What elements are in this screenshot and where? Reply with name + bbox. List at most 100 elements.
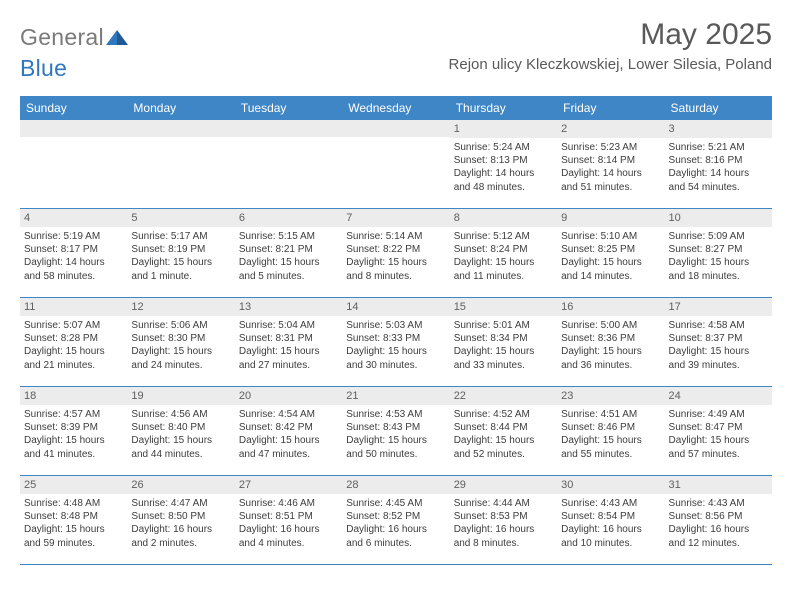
day-line: Sunset: 8:27 PM — [669, 243, 768, 256]
day-line: Daylight: 15 hours and 47 minutes. — [239, 434, 338, 460]
day-body: Sunrise: 5:09 AMSunset: 8:27 PMDaylight:… — [665, 227, 772, 288]
day-body: Sunrise: 5:10 AMSunset: 8:25 PMDaylight:… — [557, 227, 664, 288]
day-body: Sunrise: 5:19 AMSunset: 8:17 PMDaylight:… — [20, 227, 127, 288]
day-line: Daylight: 15 hours and 44 minutes. — [131, 434, 230, 460]
day-cell: 21Sunrise: 4:53 AMSunset: 8:43 PMDayligh… — [342, 387, 449, 475]
day-line: Sunrise: 4:46 AM — [239, 497, 338, 510]
day-line: Sunset: 8:40 PM — [131, 421, 230, 434]
day-line: Sunrise: 4:53 AM — [346, 408, 445, 421]
day-line: Sunset: 8:16 PM — [669, 154, 768, 167]
day-number: 18 — [20, 387, 127, 405]
day-body: Sunrise: 4:43 AMSunset: 8:54 PMDaylight:… — [557, 494, 664, 555]
day-line: Sunrise: 5:24 AM — [454, 141, 553, 154]
day-line: Sunset: 8:30 PM — [131, 332, 230, 345]
dow-header: Saturday — [665, 96, 772, 120]
day-number: 2 — [557, 120, 664, 138]
day-line: Daylight: 16 hours and 10 minutes. — [561, 523, 660, 549]
day-line: Sunrise: 4:58 AM — [669, 319, 768, 332]
day-cell: 8Sunrise: 5:12 AMSunset: 8:24 PMDaylight… — [450, 209, 557, 297]
day-number: 16 — [557, 298, 664, 316]
day-line: Sunrise: 5:21 AM — [669, 141, 768, 154]
day-number: 12 — [127, 298, 234, 316]
day-body: Sunrise: 4:58 AMSunset: 8:37 PMDaylight:… — [665, 316, 772, 377]
day-line: Sunset: 8:37 PM — [669, 332, 768, 345]
day-cell: 4Sunrise: 5:19 AMSunset: 8:17 PMDaylight… — [20, 209, 127, 297]
day-line: Sunset: 8:19 PM — [131, 243, 230, 256]
day-cell: 24Sunrise: 4:49 AMSunset: 8:47 PMDayligh… — [665, 387, 772, 475]
day-line: Daylight: 14 hours and 48 minutes. — [454, 167, 553, 193]
day-body: Sunrise: 4:56 AMSunset: 8:40 PMDaylight:… — [127, 405, 234, 466]
day-line: Sunrise: 4:57 AM — [24, 408, 123, 421]
day-line: Sunrise: 4:51 AM — [561, 408, 660, 421]
day-line: Daylight: 15 hours and 59 minutes. — [24, 523, 123, 549]
day-number: 17 — [665, 298, 772, 316]
week-row: 11Sunrise: 5:07 AMSunset: 8:28 PMDayligh… — [20, 298, 772, 387]
day-number: 25 — [20, 476, 127, 494]
day-body: Sunrise: 5:00 AMSunset: 8:36 PMDaylight:… — [557, 316, 664, 377]
day-line: Sunset: 8:36 PM — [561, 332, 660, 345]
day-cell: 17Sunrise: 4:58 AMSunset: 8:37 PMDayligh… — [665, 298, 772, 386]
month-title: May 2025 — [449, 18, 772, 52]
day-number: 9 — [557, 209, 664, 227]
day-line: Daylight: 15 hours and 50 minutes. — [346, 434, 445, 460]
day-number: 19 — [127, 387, 234, 405]
day-number — [20, 120, 127, 137]
dow-header: Friday — [557, 96, 664, 120]
day-line: Sunset: 8:22 PM — [346, 243, 445, 256]
day-body: Sunrise: 4:51 AMSunset: 8:46 PMDaylight:… — [557, 405, 664, 466]
week-row: 25Sunrise: 4:48 AMSunset: 8:48 PMDayligh… — [20, 476, 772, 565]
day-cell: 23Sunrise: 4:51 AMSunset: 8:46 PMDayligh… — [557, 387, 664, 475]
day-line: Sunset: 8:24 PM — [454, 243, 553, 256]
day-line: Sunrise: 5:15 AM — [239, 230, 338, 243]
day-body: Sunrise: 4:44 AMSunset: 8:53 PMDaylight:… — [450, 494, 557, 555]
title-block: May 2025 Rejon ulicy Kleczkowskiej, Lowe… — [449, 18, 772, 73]
day-body: Sunrise: 5:07 AMSunset: 8:28 PMDaylight:… — [20, 316, 127, 377]
day-line: Daylight: 15 hours and 18 minutes. — [669, 256, 768, 282]
day-line: Sunset: 8:48 PM — [24, 510, 123, 523]
day-line: Sunrise: 5:06 AM — [131, 319, 230, 332]
day-number: 15 — [450, 298, 557, 316]
day-number — [127, 120, 234, 137]
day-body: Sunrise: 4:48 AMSunset: 8:48 PMDaylight:… — [20, 494, 127, 555]
day-line: Sunset: 8:14 PM — [561, 154, 660, 167]
day-body: Sunrise: 5:06 AMSunset: 8:30 PMDaylight:… — [127, 316, 234, 377]
day-line: Sunrise: 4:44 AM — [454, 497, 553, 510]
day-cell — [127, 120, 234, 208]
day-line: Sunset: 8:54 PM — [561, 510, 660, 523]
day-line: Sunset: 8:13 PM — [454, 154, 553, 167]
day-cell: 1Sunrise: 5:24 AMSunset: 8:13 PMDaylight… — [450, 120, 557, 208]
day-body: Sunrise: 5:14 AMSunset: 8:22 PMDaylight:… — [342, 227, 449, 288]
day-line: Sunset: 8:52 PM — [346, 510, 445, 523]
day-line: Sunrise: 5:07 AM — [24, 319, 123, 332]
day-line: Sunrise: 4:49 AM — [669, 408, 768, 421]
day-line: Sunrise: 5:10 AM — [561, 230, 660, 243]
day-body: Sunrise: 4:46 AMSunset: 8:51 PMDaylight:… — [235, 494, 342, 555]
dow-header: Wednesday — [342, 96, 449, 120]
day-line: Sunset: 8:46 PM — [561, 421, 660, 434]
day-number: 21 — [342, 387, 449, 405]
day-line: Sunrise: 5:00 AM — [561, 319, 660, 332]
day-number: 30 — [557, 476, 664, 494]
day-line: Sunset: 8:34 PM — [454, 332, 553, 345]
day-line: Sunset: 8:17 PM — [24, 243, 123, 256]
weeks-container: 1Sunrise: 5:24 AMSunset: 8:13 PMDaylight… — [20, 120, 772, 565]
dow-header: Sunday — [20, 96, 127, 120]
day-cell: 29Sunrise: 4:44 AMSunset: 8:53 PMDayligh… — [450, 476, 557, 564]
day-line: Sunrise: 5:03 AM — [346, 319, 445, 332]
day-cell: 22Sunrise: 4:52 AMSunset: 8:44 PMDayligh… — [450, 387, 557, 475]
day-cell — [342, 120, 449, 208]
day-line: Sunrise: 4:54 AM — [239, 408, 338, 421]
day-line: Sunrise: 4:48 AM — [24, 497, 123, 510]
day-cell: 20Sunrise: 4:54 AMSunset: 8:42 PMDayligh… — [235, 387, 342, 475]
brand-triangle-icon — [106, 29, 128, 50]
day-line: Daylight: 14 hours and 58 minutes. — [24, 256, 123, 282]
day-cell: 12Sunrise: 5:06 AMSunset: 8:30 PMDayligh… — [127, 298, 234, 386]
day-line: Daylight: 16 hours and 4 minutes. — [239, 523, 338, 549]
day-body — [127, 137, 234, 145]
day-line: Daylight: 15 hours and 8 minutes. — [346, 256, 445, 282]
day-line: Daylight: 16 hours and 12 minutes. — [669, 523, 768, 549]
day-line: Sunset: 8:28 PM — [24, 332, 123, 345]
day-line: Daylight: 16 hours and 8 minutes. — [454, 523, 553, 549]
day-line: Daylight: 14 hours and 51 minutes. — [561, 167, 660, 193]
day-body: Sunrise: 5:15 AMSunset: 8:21 PMDaylight:… — [235, 227, 342, 288]
